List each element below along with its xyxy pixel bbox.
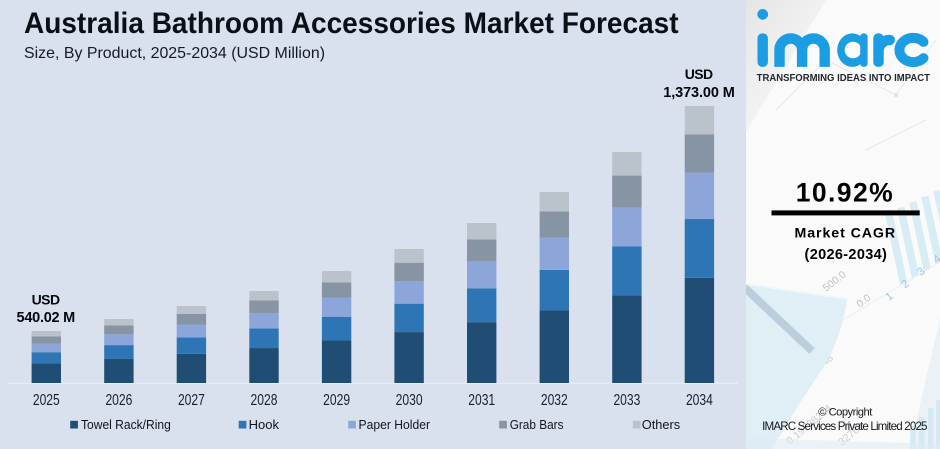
svg-text:(2026-2034): (2026-2034) bbox=[805, 247, 887, 263]
svg-text:USD: USD bbox=[685, 66, 713, 82]
svg-text:2031: 2031 bbox=[468, 392, 495, 409]
svg-text:2032: 2032 bbox=[541, 392, 568, 409]
svg-text:Paper Holder: Paper Holder bbox=[359, 418, 431, 432]
svg-text:Hook: Hook bbox=[249, 418, 280, 432]
svg-text:2030: 2030 bbox=[396, 392, 423, 409]
svg-text:2033: 2033 bbox=[613, 392, 640, 409]
svg-text:2029: 2029 bbox=[323, 392, 350, 409]
svg-text:2028: 2028 bbox=[251, 392, 278, 409]
svg-text:540.02 M: 540.02 M bbox=[17, 310, 76, 326]
svg-text:2027: 2027 bbox=[178, 392, 205, 409]
svg-text:TRANSFORMING IDEAS INTO IMPACT: TRANSFORMING IDEAS INTO IMPACT bbox=[757, 73, 930, 84]
svg-text:IMARC Services Private Limited: IMARC Services Private Limited 2025 bbox=[762, 420, 927, 433]
svg-text:USD: USD bbox=[32, 292, 61, 308]
svg-text:Grab Bars: Grab Bars bbox=[510, 418, 564, 432]
svg-text:Size, By Product, 2025-2034 (U: Size, By Product, 2025-2034 (USD Million… bbox=[24, 45, 325, 62]
svg-text:2034: 2034 bbox=[686, 392, 713, 409]
svg-text:© Copyright: © Copyright bbox=[818, 407, 873, 419]
svg-text:Towel Rack/Ring: Towel Rack/Ring bbox=[81, 418, 171, 432]
svg-text:2026: 2026 bbox=[105, 392, 132, 409]
svg-text:Market CAGR: Market CAGR bbox=[795, 226, 896, 242]
svg-text:1,373.00 M: 1,373.00 M bbox=[663, 85, 735, 101]
svg-text:Others: Others bbox=[642, 418, 680, 432]
svg-text:500.0: 500.0 bbox=[820, 269, 848, 295]
svg-text:Australia Bathroom Accessories: Australia Bathroom Accessories Market Fo… bbox=[24, 7, 679, 40]
svg-text:10.92%: 10.92% bbox=[796, 177, 893, 207]
svg-text:2025: 2025 bbox=[33, 392, 60, 409]
